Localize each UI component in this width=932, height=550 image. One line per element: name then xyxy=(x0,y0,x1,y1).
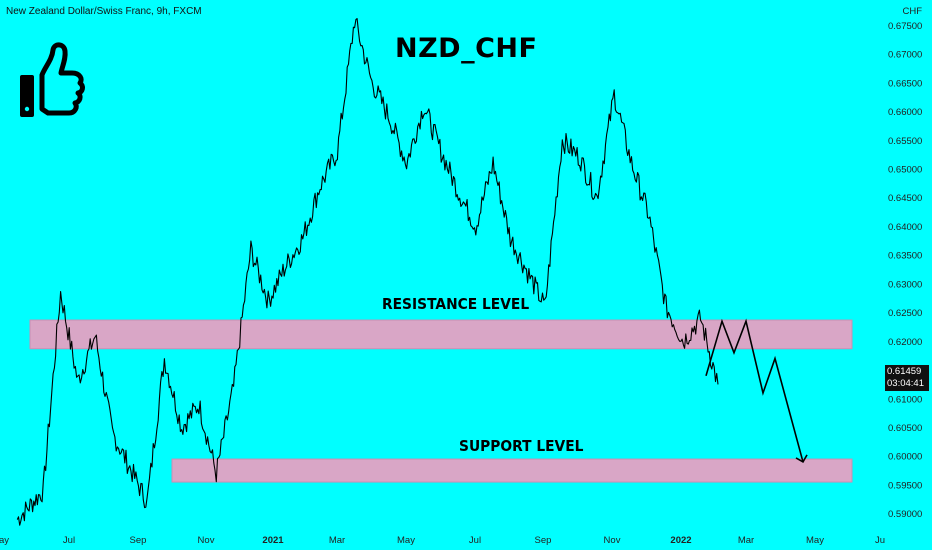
x-tick-label: 2021 xyxy=(262,535,284,546)
symbol-label: New Zealand Dollar/Swiss Franc, 9h, FXCM xyxy=(6,6,202,17)
x-tick-label: Ju xyxy=(875,535,885,546)
y-tick-label: 0.63000 xyxy=(888,279,922,290)
y-tick-label: 0.59000 xyxy=(888,509,922,520)
projection-arrow xyxy=(705,318,804,463)
y-tick-label: 0.67500 xyxy=(888,21,922,32)
y-tick-label: 0.64000 xyxy=(888,222,922,233)
y-tick-label: 0.62500 xyxy=(888,308,922,319)
y-tick-label: 0.66500 xyxy=(888,78,922,89)
x-tick-label: Nov xyxy=(604,535,621,546)
x-tick-label: Sep xyxy=(130,535,147,546)
support-zone xyxy=(171,458,853,483)
support-label: SUPPORT LEVEL xyxy=(459,437,584,455)
x-tick-label: May xyxy=(806,535,824,546)
x-tick-label: Jul xyxy=(63,535,75,546)
y-tick-label: 0.65500 xyxy=(888,136,922,147)
level-zones xyxy=(29,319,853,483)
currency-label: CHF xyxy=(902,6,922,17)
x-tick-label: May xyxy=(397,535,415,546)
y-tick-label: 0.64500 xyxy=(888,193,922,204)
resistance-zone xyxy=(29,319,853,350)
countdown: 03:04:41 xyxy=(887,378,924,390)
x-tick-label: Jul xyxy=(469,535,481,546)
thumbs-up-icon xyxy=(20,42,85,117)
x-tick-label: May xyxy=(0,535,9,546)
x-tick-label: Sep xyxy=(535,535,552,546)
y-tick-label: 0.60500 xyxy=(888,423,922,434)
x-tick-label: Nov xyxy=(198,535,215,546)
arrow-head xyxy=(795,454,808,463)
time-axis: May Jul Sep Nov 2021 Mar May Jul Sep Nov 2022 Mar Ma… xyxy=(0,535,885,546)
last-price-badge: 0.61459 03:04:41 xyxy=(885,365,929,392)
y-tick-label: 0.63500 xyxy=(888,251,922,262)
y-tick-label: 0.62000 xyxy=(888,337,922,348)
price-axis: 0.59000 0.59500 0.60000 0.60500 0.61000 0.620… xyxy=(888,21,922,520)
y-tick-label: 0.61000 xyxy=(888,394,922,405)
price-line xyxy=(16,18,719,526)
last-price: 0.61459 xyxy=(887,366,922,378)
x-tick-label: 2022 xyxy=(670,535,691,546)
y-tick-label: 0.66000 xyxy=(888,107,922,118)
resistance-label: RESISTANCE LEVEL xyxy=(382,295,530,313)
y-tick-label: 0.59500 xyxy=(888,480,922,491)
y-tick-label: 0.67000 xyxy=(888,50,922,61)
chart-title: NZD_CHF xyxy=(395,33,538,64)
x-tick-label: Mar xyxy=(329,535,345,546)
y-tick-label: 0.60000 xyxy=(888,452,922,463)
y-tick-label: 0.65000 xyxy=(888,164,922,175)
x-tick-label: Mar xyxy=(738,535,754,546)
